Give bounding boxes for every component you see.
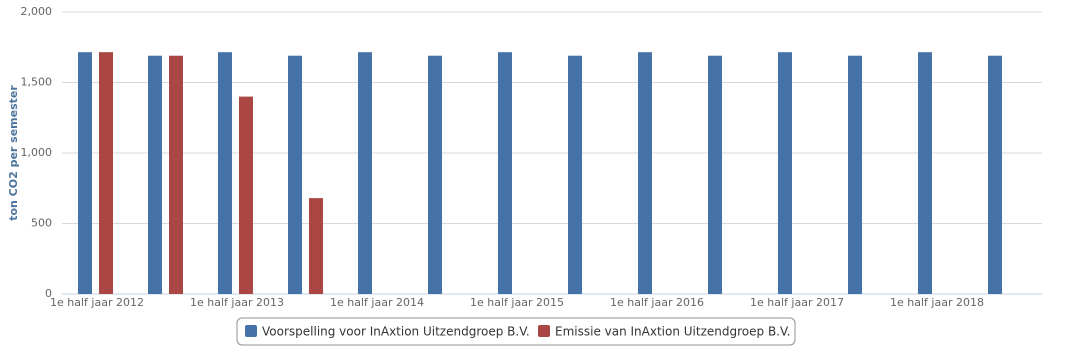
bar xyxy=(288,55,302,295)
bar xyxy=(99,52,113,295)
x-tick-label: 1e half jaar 2012 xyxy=(50,296,144,309)
legend-box xyxy=(236,317,796,346)
legend-text: Voorspelling voor InAxtion Uitzendgroep … xyxy=(262,325,530,339)
legend-swatch xyxy=(245,325,257,337)
x-tick-label: 1e half jaar 2018 xyxy=(890,296,984,309)
bar xyxy=(918,52,932,295)
bar xyxy=(239,96,253,294)
bar xyxy=(638,52,652,295)
legend-swatch xyxy=(538,325,550,337)
x-tick-label: 1e half jaar 2014 xyxy=(330,296,424,309)
x-tick-label: 1e half jaar 2015 xyxy=(470,296,564,309)
y-tick-label: 2,000 xyxy=(21,5,53,18)
y-tick-label: 0 xyxy=(45,287,52,300)
bar xyxy=(148,55,162,295)
legend-text: Emissie van InAxtion Uitzendgroep B.V. xyxy=(555,325,790,339)
bar xyxy=(78,52,92,295)
x-tick-label: 1e half jaar 2016 xyxy=(610,296,704,309)
bar xyxy=(309,198,323,294)
bar xyxy=(848,55,862,295)
bar xyxy=(988,55,1002,295)
bar xyxy=(169,55,183,295)
bar xyxy=(498,52,512,295)
bar xyxy=(428,55,442,295)
bar xyxy=(778,52,792,295)
bar xyxy=(358,52,372,295)
y-tick-label: 500 xyxy=(31,217,52,230)
y-tick-label: 1,000 xyxy=(21,146,53,159)
x-tick-label: 1e half jaar 2017 xyxy=(750,296,844,309)
bar xyxy=(218,52,232,295)
x-tick-label: 1e half jaar 2013 xyxy=(190,296,284,309)
y-tick-label: 1,500 xyxy=(21,76,53,89)
bar xyxy=(568,55,582,295)
bar xyxy=(708,55,722,295)
y-axis-title: ton CO2 per semester xyxy=(7,85,20,221)
